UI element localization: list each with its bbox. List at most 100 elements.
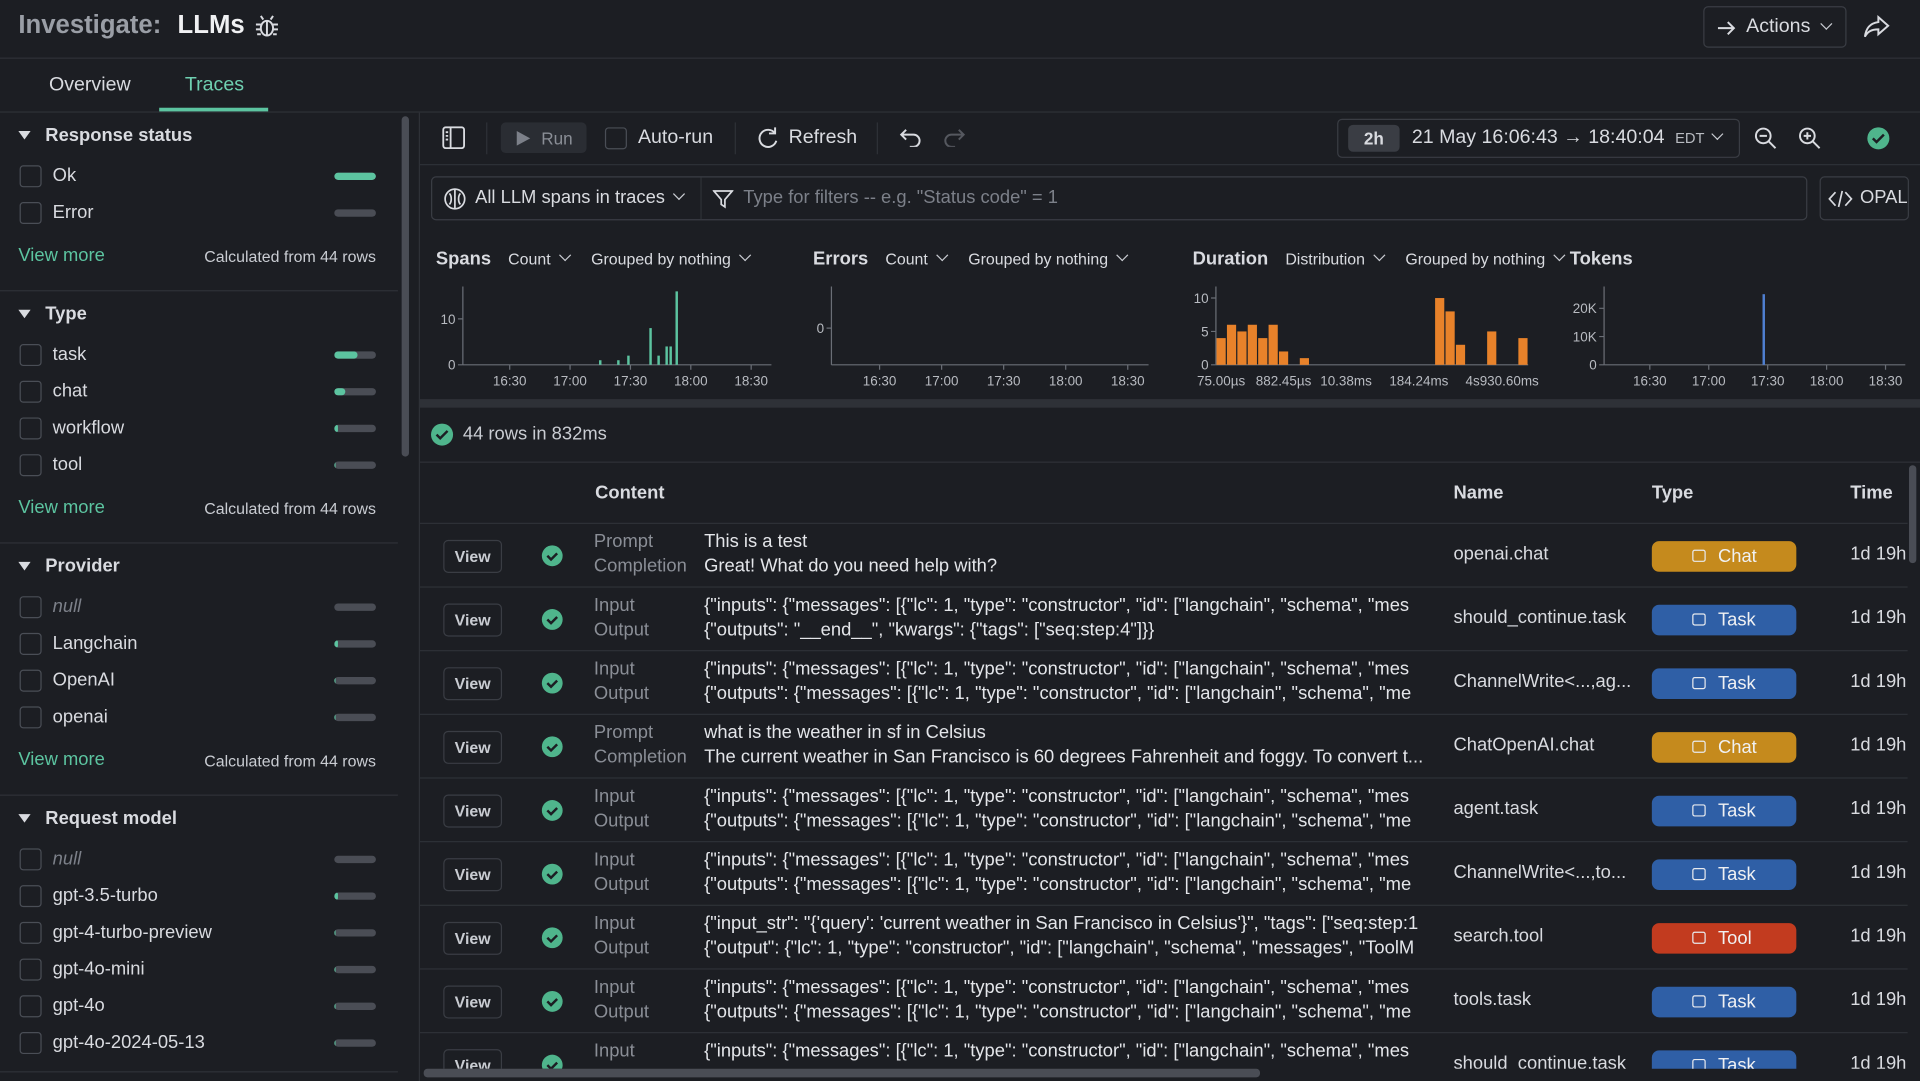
autorun-label[interactable]: Auto-run bbox=[637, 127, 714, 149]
section-items: null gpt-3.5-turbo gpt-4-turbo-preview gpt-… bbox=[0, 841, 398, 1061]
column-header[interactable]: Name bbox=[1453, 482, 1504, 504]
scrollbar[interactable] bbox=[401, 116, 409, 457]
column-header[interactable]: Type bbox=[1651, 482, 1694, 504]
filter-item: openai bbox=[0, 699, 398, 736]
checkbox[interactable] bbox=[19, 885, 42, 908]
zoom-in-icon[interactable] bbox=[1799, 127, 1821, 149]
x-tick-label: 17:00 bbox=[553, 374, 587, 389]
checkbox[interactable] bbox=[19, 380, 42, 403]
tab[interactable]: Overview bbox=[48, 74, 131, 96]
share-icon[interactable] bbox=[1863, 14, 1891, 39]
filter-item: gpt-4o-2024-05-13 bbox=[0, 1025, 398, 1062]
bar bbox=[1226, 324, 1237, 365]
chart-option[interactable]: Count bbox=[508, 249, 574, 269]
section-header[interactable]: Provider bbox=[0, 551, 398, 583]
filter-item: OpenAI bbox=[0, 662, 398, 699]
scrollbar[interactable] bbox=[423, 1068, 1261, 1078]
undo-icon[interactable] bbox=[899, 127, 922, 147]
chart-option-label: Count bbox=[508, 249, 551, 269]
chart-option[interactable]: Grouped by nothing bbox=[1405, 249, 1568, 268]
view-button[interactable]: View bbox=[443, 794, 503, 828]
chart-option[interactable]: Distribution bbox=[1285, 249, 1388, 268]
view-button[interactable]: View bbox=[443, 539, 503, 573]
checkbox[interactable] bbox=[604, 127, 627, 150]
view-button[interactable]: View bbox=[443, 730, 503, 764]
share-bar bbox=[334, 388, 345, 396]
refresh-label[interactable]: Refresh bbox=[788, 127, 858, 149]
x-tick-label: 17:30 bbox=[614, 374, 648, 389]
item-label: gpt-4o bbox=[52, 995, 105, 1017]
item-label: Error bbox=[52, 201, 94, 223]
checkbox[interactable] bbox=[19, 958, 42, 981]
checkbox[interactable] bbox=[19, 201, 42, 225]
column-header[interactable]: Time bbox=[1850, 482, 1893, 504]
opal-button[interactable]: OPAL bbox=[1819, 176, 1909, 221]
view-button[interactable]: View bbox=[443, 603, 503, 637]
checkbox[interactable] bbox=[19, 1032, 42, 1055]
time-range[interactable]: 2h 21 May 16:06:43 → 18:40:04 EDT bbox=[1337, 118, 1741, 158]
field-label: Input bbox=[593, 594, 635, 616]
checkbox[interactable] bbox=[19, 848, 42, 871]
item-label: openai bbox=[52, 706, 108, 728]
view-more-link[interactable]: View more bbox=[18, 749, 105, 771]
checkbox[interactable] bbox=[19, 165, 42, 188]
checkbox[interactable] bbox=[19, 344, 42, 367]
status-ok-icon bbox=[1867, 127, 1890, 150]
section-header[interactable]: Response status bbox=[0, 120, 398, 152]
time-cell: 1d 19h bbox=[1850, 989, 1907, 1010]
time-cell: 1d 19h bbox=[1850, 670, 1907, 692]
checkbox[interactable] bbox=[19, 921, 42, 944]
redo-icon[interactable] bbox=[943, 127, 966, 147]
view-button[interactable]: View bbox=[443, 858, 503, 892]
view-more-link[interactable]: View more bbox=[18, 244, 105, 266]
view-button[interactable]: View bbox=[443, 1049, 503, 1069]
table-row: View Input {"inputs": {"messages": [{"lc":… bbox=[420, 779, 1908, 843]
x-tick-label: 17:00 bbox=[925, 374, 959, 389]
filter-item: workflow bbox=[0, 410, 398, 447]
title-prefix: Investigate: bbox=[18, 11, 162, 40]
panel-icon[interactable] bbox=[442, 126, 466, 150]
chart-option[interactable]: Grouped by nothing bbox=[968, 249, 1131, 268]
item-label: null bbox=[52, 596, 82, 618]
checkbox[interactable] bbox=[19, 596, 42, 619]
timezone: EDT bbox=[1675, 129, 1705, 147]
icon-check bbox=[546, 870, 559, 880]
section-header[interactable]: Type bbox=[0, 299, 398, 331]
chart-option[interactable]: Count bbox=[885, 249, 951, 268]
view-button[interactable]: View bbox=[443, 667, 503, 701]
refresh-icon[interactable] bbox=[756, 126, 780, 150]
checkbox[interactable] bbox=[19, 669, 42, 692]
zoom-out-icon[interactable] bbox=[1754, 127, 1777, 149]
divider bbox=[420, 164, 1920, 166]
bug-icon[interactable] bbox=[253, 13, 280, 40]
mini-chart: 0 5 10 75.00µs 882.45µs 10.38ms 184.24ms 4s930.… bbox=[1194, 286, 1539, 389]
checkbox[interactable] bbox=[19, 632, 42, 655]
checkbox[interactable] bbox=[19, 454, 42, 477]
x-tick-label: 10.38ms bbox=[1320, 374, 1372, 389]
actions-button[interactable]: Actions bbox=[1703, 6, 1847, 48]
filter-item: gpt-4o bbox=[0, 988, 398, 1025]
filter-bar[interactable]: All LLM spans in traces Type for filters… bbox=[431, 176, 1808, 221]
share-track bbox=[334, 929, 376, 937]
view-more-link[interactable]: View more bbox=[18, 497, 105, 518]
chevron bbox=[1372, 249, 1386, 262]
view-button[interactable]: View bbox=[443, 921, 503, 955]
type-label: Task bbox=[1717, 1055, 1756, 1069]
icon-circle bbox=[541, 672, 563, 694]
checkbox[interactable] bbox=[19, 706, 42, 729]
view-button[interactable]: View bbox=[443, 985, 503, 1019]
filter-item: Ok bbox=[0, 158, 398, 195]
checkbox[interactable] bbox=[19, 417, 42, 440]
tab-active[interactable]: Traces bbox=[184, 74, 245, 96]
column-header[interactable]: Content bbox=[595, 482, 665, 504]
time-cell: 1d 19h bbox=[1850, 607, 1907, 629]
chart-option[interactable]: Grouped by nothing bbox=[591, 249, 754, 268]
bar bbox=[617, 360, 620, 365]
section-footer: View more Calculated from 44 rows bbox=[0, 231, 398, 280]
section-header[interactable]: Request model bbox=[0, 803, 398, 835]
run-button[interactable]: Run bbox=[500, 122, 587, 154]
time-cell: 1d 19h bbox=[1850, 798, 1907, 820]
bar bbox=[1487, 331, 1497, 365]
scrollbar[interactable] bbox=[1908, 465, 1917, 564]
checkbox[interactable] bbox=[19, 995, 42, 1018]
